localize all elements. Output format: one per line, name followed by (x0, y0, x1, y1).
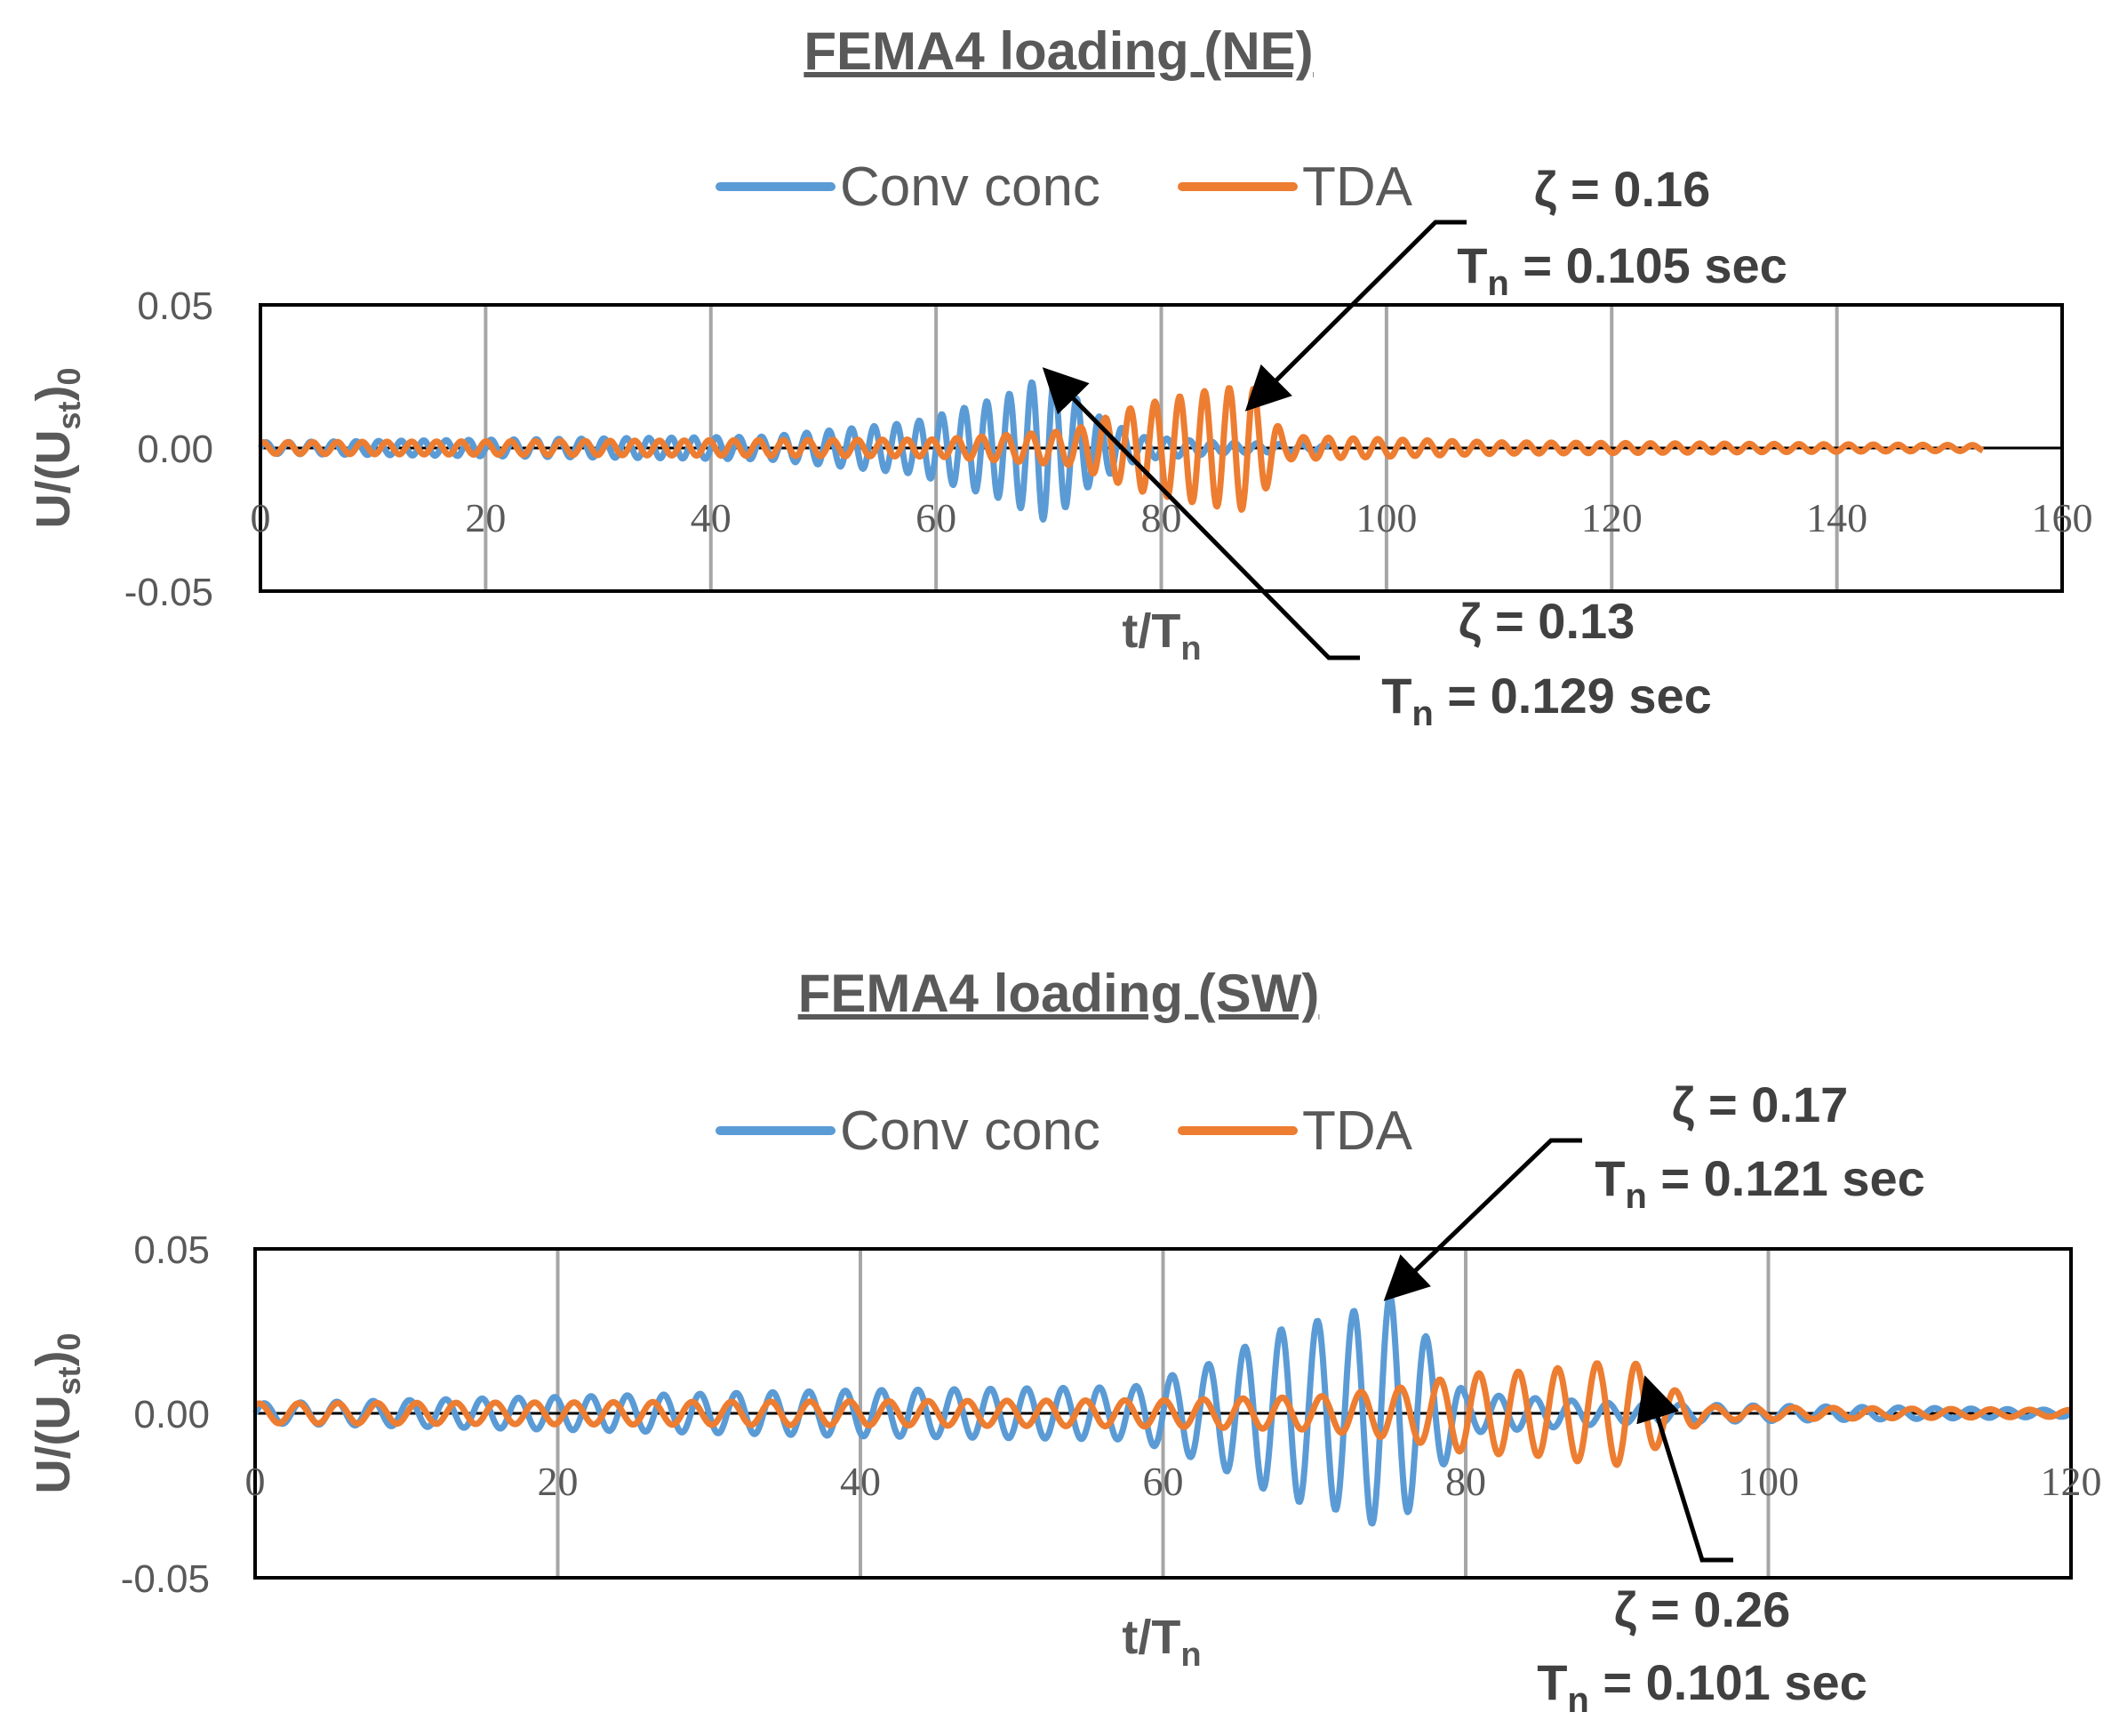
annotation-period: Tn = 0.121 sec (1595, 1150, 1925, 1216)
y-axis-label: U/(Ust)0 (27, 367, 87, 528)
annotation-period: Tn = 0.101 sec (1537, 1654, 1867, 1720)
x-tick-label: 140 (1806, 495, 1867, 540)
annotation-damping: ζ = 0.17 (1672, 1076, 1849, 1132)
legend-label-1: Conv conc (840, 156, 1100, 218)
x-tick-label: 60 (1143, 1459, 1184, 1504)
annotation-2: ζ = 0.26 Tn = 0.101 sec (1537, 1375, 1867, 1720)
y-tick-label: 0.00 (133, 1393, 210, 1436)
plot-area (259, 303, 2064, 593)
y-axis-label: U/(Ust)0 (27, 1332, 87, 1493)
annotation-period: Tn = 0.105 sec (1457, 237, 1787, 303)
y-tick-label: 0.05 (133, 1228, 210, 1272)
annotation-2: ζ = 0.13 Tn = 0.129 sec (1042, 367, 1712, 733)
x-tick-label: 80 (1445, 1459, 1486, 1504)
annotation-1: ζ = 0.17 Tn = 0.121 sec (1383, 1076, 1925, 1301)
annotation-damping: ζ = 0.13 (1459, 593, 1635, 649)
x-tick-label: 100 (1355, 495, 1417, 540)
y-tick-label: -0.05 (121, 1557, 210, 1601)
plot-area (253, 1247, 2073, 1580)
x-tick-label: 20 (538, 1459, 579, 1504)
annotation-damping: ζ = 0.16 (1534, 161, 1711, 217)
legend-label-1: Conv conc (840, 1100, 1100, 1162)
annotation-arrow (1042, 367, 1360, 660)
x-tick-label: 20 (465, 495, 506, 540)
x-tick-label: 100 (1738, 1459, 1799, 1504)
annotation-arrow (1636, 1375, 1733, 1563)
x-tick-label: 160 (2032, 495, 2093, 540)
x-tick-label: 120 (2041, 1459, 2102, 1504)
chart-title: FEMA4 loading (SW) (798, 964, 1320, 1023)
annotation-arrow (1244, 220, 1467, 412)
x-axis-label: t/Tn (1122, 604, 1201, 668)
legend-label-2: TDA (1302, 156, 1413, 218)
annotation-period: Tn = 0.129 sec (1381, 668, 1712, 733)
series-line-conv-conc (258, 375, 1332, 523)
x-axis-label: t/Tn (1122, 1611, 1201, 1674)
x-tick-label: 40 (840, 1459, 881, 1504)
series-line-tda (252, 1360, 2074, 1468)
x-tick-label: 40 (691, 495, 732, 540)
chart-2: FEMA4 loading (SW) Conv conc TDA 0 20 40 60 80 1… (27, 964, 2102, 1720)
y-tick-label: -0.05 (124, 571, 213, 614)
annotation-arrow (1383, 1138, 1582, 1301)
x-tick-label: 60 (916, 495, 956, 540)
series-line-tda (258, 385, 1986, 513)
legend: Conv conc TDA (716, 156, 1413, 218)
chart-title: FEMA4 loading (NE) (804, 21, 1313, 81)
legend: Conv conc TDA (716, 1100, 1413, 1162)
y-tick-label: 0.00 (137, 428, 213, 471)
x-tick-label: 0 (245, 1459, 266, 1504)
x-tick-label: 120 (1581, 495, 1643, 540)
legend-label-2: TDA (1302, 1100, 1413, 1162)
y-tick-label: 0.05 (137, 284, 213, 328)
x-tick-label: 0 (251, 495, 271, 540)
annotation-damping: ζ = 0.26 (1614, 1581, 1791, 1637)
annotation-1: ζ = 0.16 Tn = 0.105 sec (1244, 161, 1787, 412)
